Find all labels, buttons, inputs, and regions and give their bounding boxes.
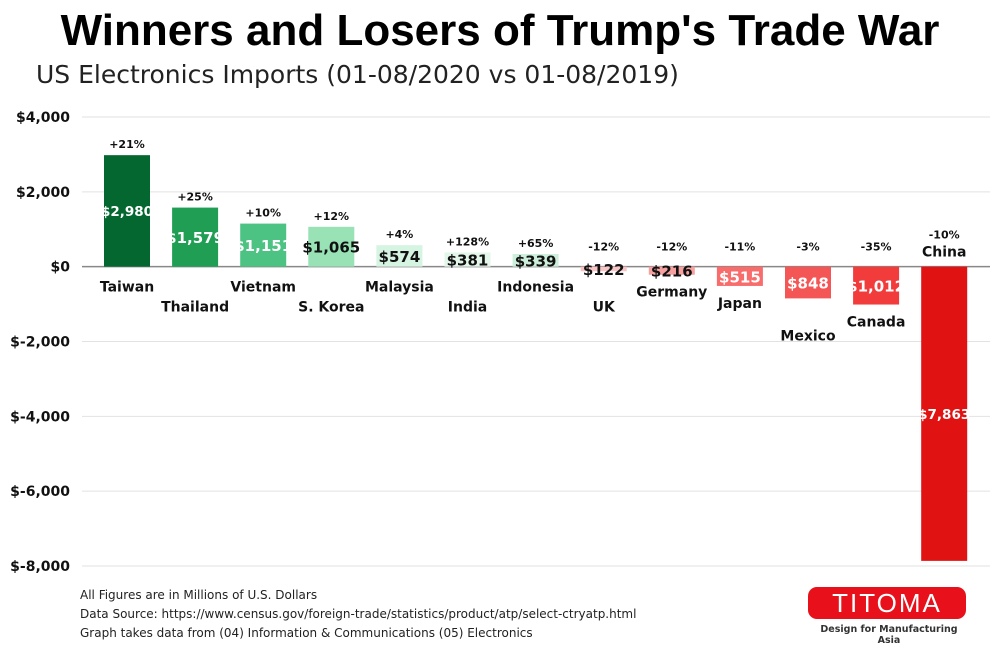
data-label: $2,980 <box>101 204 153 220</box>
x-tick-label: Taiwan <box>100 280 154 296</box>
x-tick-label: Japan <box>717 296 762 312</box>
y-tick-label: $2,000 <box>16 185 70 201</box>
bar-uk <box>580 266 627 272</box>
note-category: Graph takes data from (04) Information &… <box>80 626 533 640</box>
bar-taiwan <box>104 155 150 267</box>
pct-change-label: -10% <box>929 229 960 242</box>
x-tick-label: India <box>448 300 487 316</box>
y-tick-label: $-8,000 <box>10 559 70 575</box>
pct-change-label: +12% <box>314 210 350 223</box>
bar-thailand <box>172 207 219 267</box>
bar-vietnam <box>240 223 287 267</box>
pct-change-label: +10% <box>245 207 281 220</box>
data-label: $1,065 <box>302 239 360 257</box>
bar-indonesia <box>512 253 559 267</box>
bar-germany <box>648 266 695 275</box>
pct-change-label: -3% <box>796 241 819 254</box>
bar-canada <box>853 266 900 305</box>
bar-malaysia <box>376 245 423 267</box>
chart-subtitle: US Electronics Imports (01-08/2020 vs 01… <box>36 60 679 89</box>
data-label: $1,012 <box>847 278 905 296</box>
pct-change-label: +128% <box>446 235 489 248</box>
y-tick-label: $0 <box>51 260 71 276</box>
bar-mexico <box>785 266 831 299</box>
pct-change-label: -11% <box>724 241 755 254</box>
x-tick-label: Indonesia <box>497 280 574 296</box>
data-label: $339 <box>515 252 557 270</box>
x-tick-label: Thailand <box>161 300 229 316</box>
data-label: $515 <box>719 268 761 286</box>
note-units: All Figures are in Millions of U.S. Doll… <box>80 588 318 602</box>
x-tick-label: Mexico <box>780 328 836 344</box>
titoma-logo: TITOMA <box>808 587 966 619</box>
note-source: Data Source: https://www.census.gov/fore… <box>80 607 637 621</box>
footnotes: All Figures are in Millions of U.S. Doll… <box>80 586 636 643</box>
x-tick-label: China <box>922 245 966 261</box>
pct-change-label: -12% <box>588 241 619 254</box>
x-tick-label: S. Korea <box>298 300 364 316</box>
x-tick-label: Malaysia <box>365 280 434 296</box>
data-label: $381 <box>447 252 489 270</box>
x-tick-label: UK <box>593 300 616 316</box>
bar-china <box>921 266 968 561</box>
pct-change-label: -12% <box>656 241 687 254</box>
logo-tagline: Design for Manufacturing Asia <box>820 624 958 646</box>
data-label: $216 <box>651 263 693 281</box>
data-label: $7,863 <box>918 407 970 423</box>
data-label: $1,579 <box>166 229 224 247</box>
chart-title: Winners and Losers of Trump's Trade War <box>60 6 940 55</box>
x-tick-label: Germany <box>636 285 707 301</box>
x-tick-label: Canada <box>847 315 906 331</box>
pct-change-label: -35% <box>861 241 892 254</box>
pct-change-label: +4% <box>385 228 413 241</box>
data-label: $1,151 <box>234 237 292 255</box>
data-label: $122 <box>583 261 625 279</box>
pct-change-label: +21% <box>109 138 145 151</box>
data-label: $574 <box>379 248 421 266</box>
bar-japan <box>716 266 763 286</box>
pct-change-label: +65% <box>518 237 554 250</box>
pct-change-label: +25% <box>177 191 213 204</box>
y-tick-label: $4,000 <box>16 110 70 126</box>
y-tick-label: $-2,000 <box>10 335 70 351</box>
x-tick-label: Vietnam <box>230 280 296 296</box>
bar-india <box>444 252 491 267</box>
y-tick-label: $-4,000 <box>10 409 70 425</box>
bar-skorea <box>308 226 355 267</box>
y-tick-label: $-6,000 <box>10 484 70 500</box>
data-label: $848 <box>787 275 829 293</box>
